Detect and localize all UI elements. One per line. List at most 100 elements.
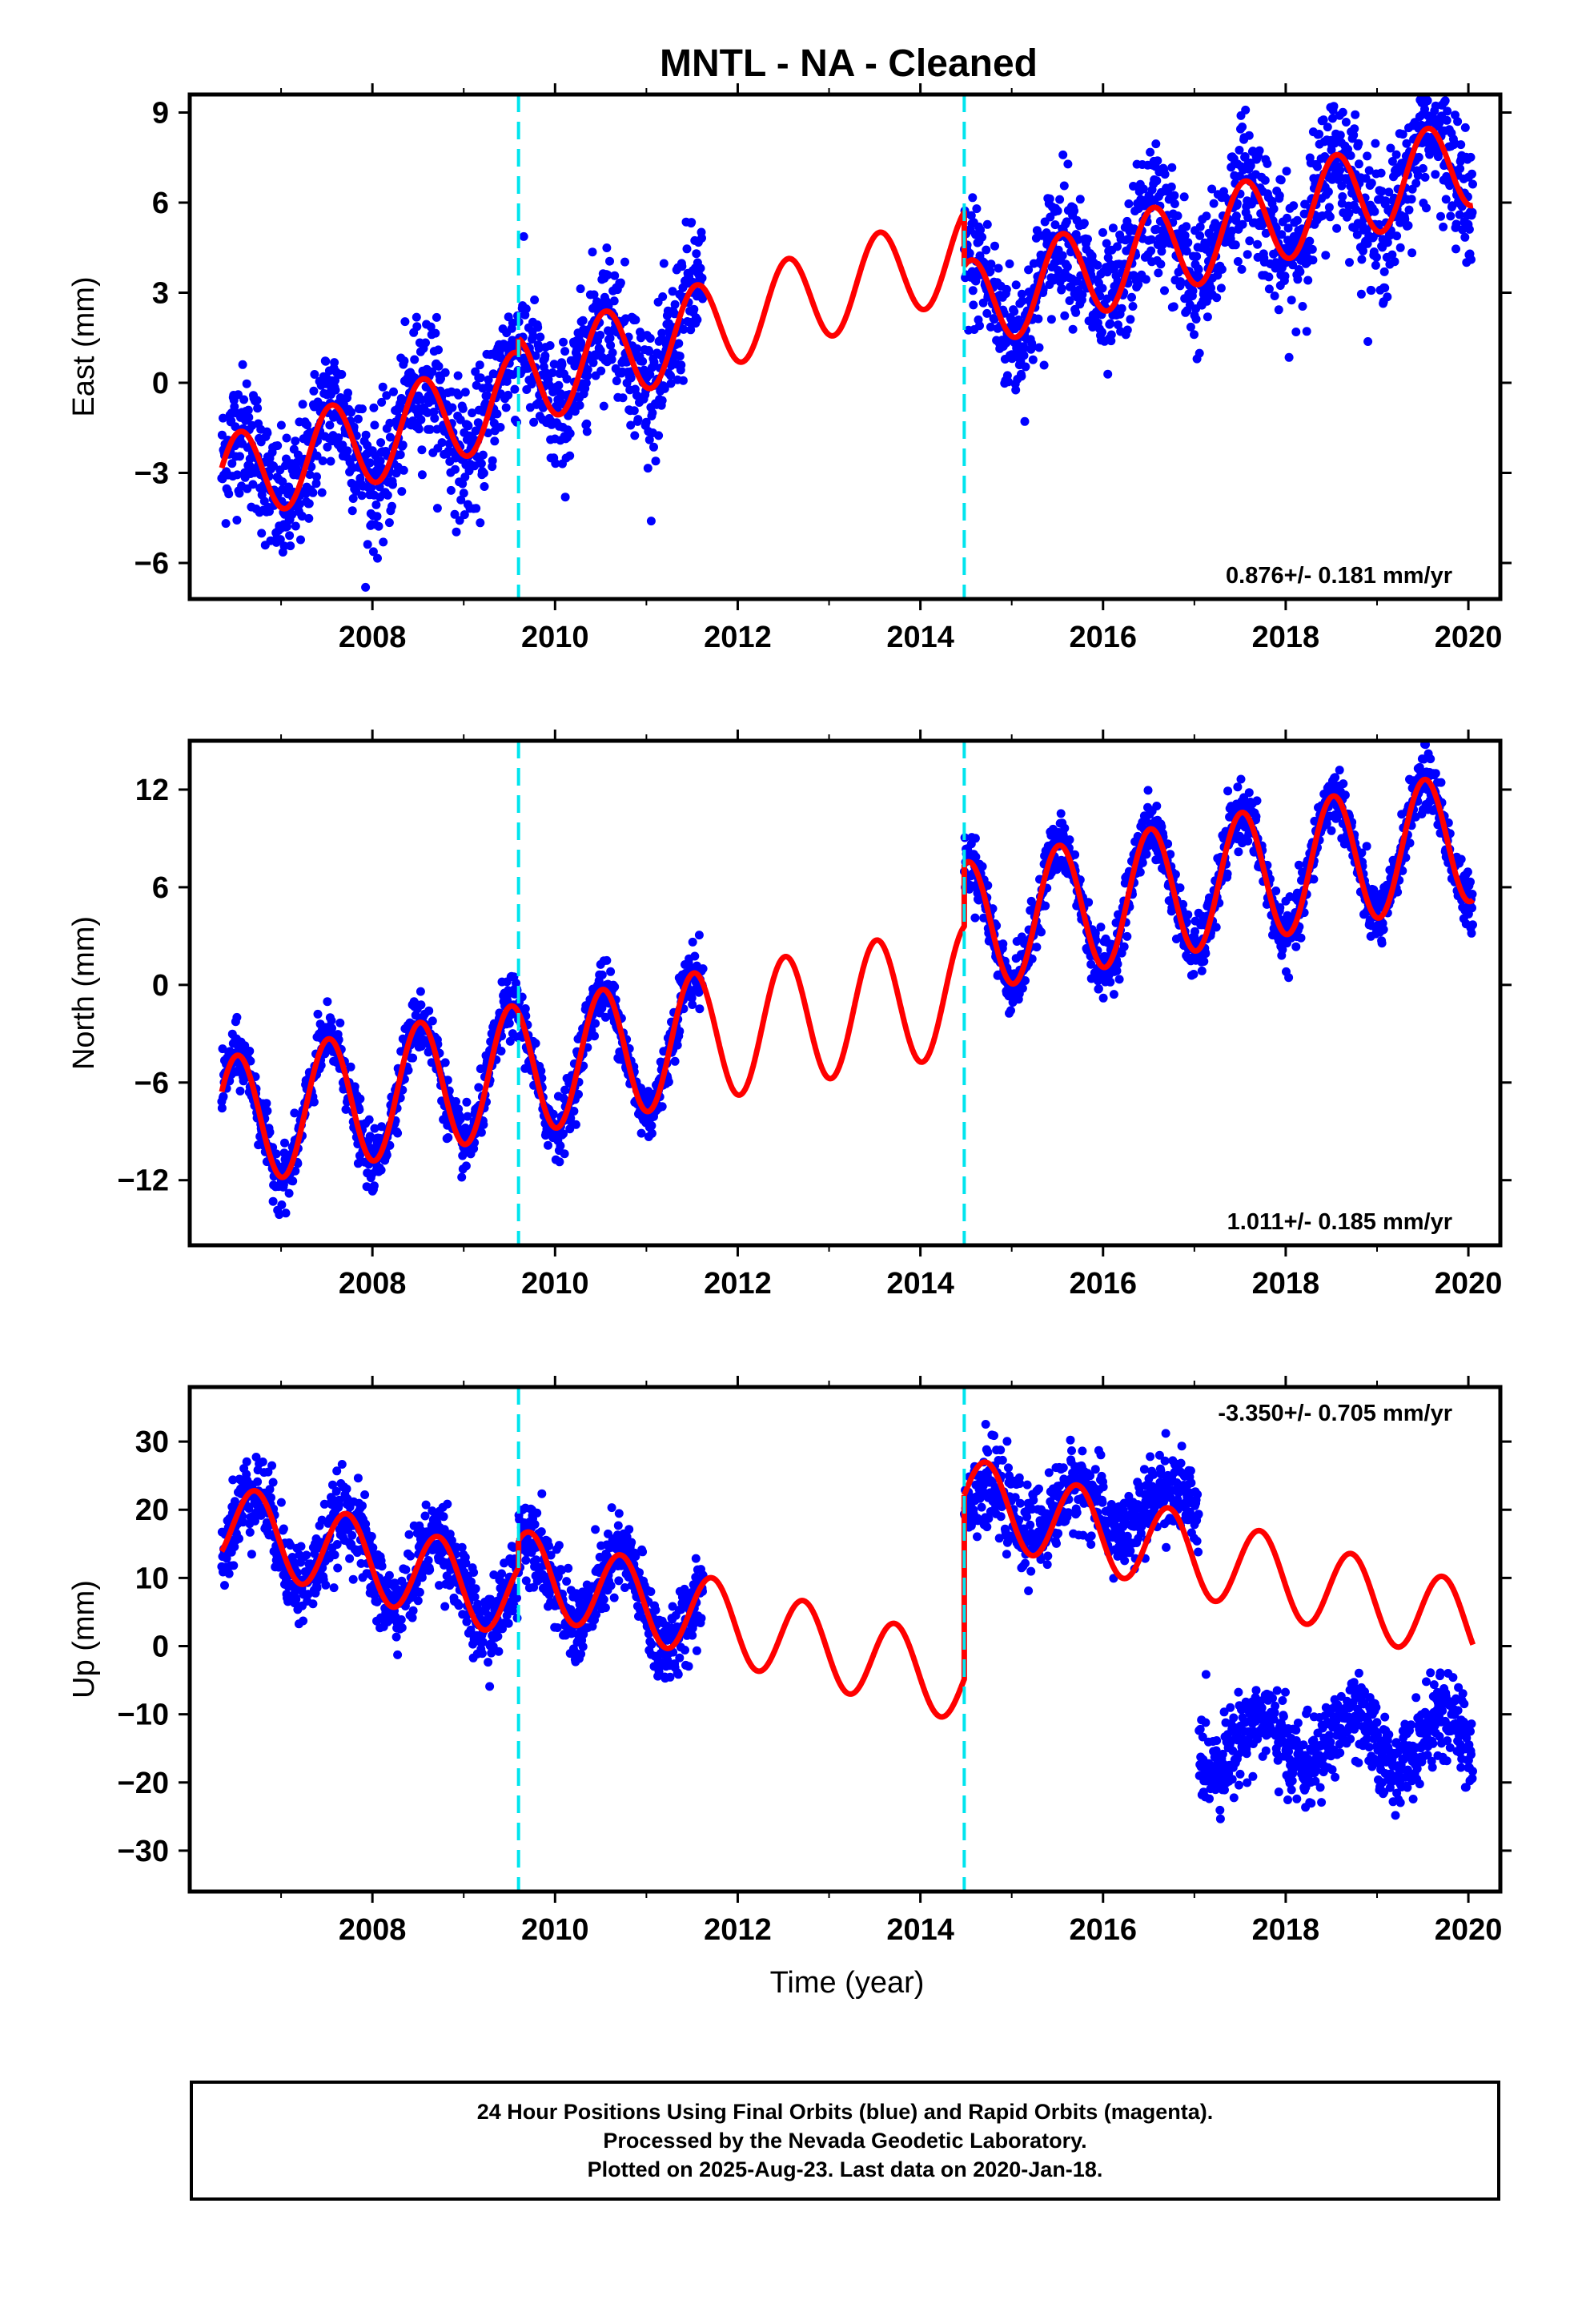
- data-point: [1115, 975, 1124, 983]
- data-point: [496, 423, 505, 432]
- x-tick-label: 2012: [704, 1267, 772, 1301]
- data-point: [1054, 207, 1062, 215]
- data-point: [1223, 786, 1232, 795]
- data-point: [239, 360, 247, 369]
- data-point: [330, 358, 339, 367]
- data-point: [998, 939, 1007, 948]
- data-point: [1345, 258, 1354, 267]
- data-point: [416, 416, 425, 424]
- data-point: [1153, 156, 1162, 165]
- data-point: [448, 404, 456, 412]
- data-point: [1058, 151, 1067, 159]
- data-point: [1037, 927, 1046, 936]
- data-point: [1010, 308, 1018, 316]
- data-point: [1377, 169, 1386, 178]
- data-point: [1237, 775, 1246, 784]
- data-point: [1430, 83, 1439, 92]
- data-point: [969, 300, 978, 309]
- data-point: [606, 967, 615, 976]
- data-point: [327, 457, 335, 466]
- data-point: [1114, 959, 1122, 968]
- data-point: [1370, 207, 1379, 216]
- data-point: [610, 983, 619, 991]
- data-point: [377, 1166, 386, 1175]
- data-point: [560, 1149, 569, 1158]
- data-point: [1063, 159, 1072, 168]
- data-point: [1436, 212, 1445, 221]
- data-point: [416, 1000, 425, 1009]
- data-point: [1127, 293, 1136, 302]
- data-point: [479, 1120, 488, 1129]
- data-point: [369, 404, 378, 412]
- data-point: [1138, 858, 1147, 867]
- data-point: [1291, 943, 1300, 951]
- data-point: [554, 381, 563, 390]
- data-point: [1192, 252, 1201, 261]
- data-point: [480, 482, 489, 491]
- data-point: [219, 1092, 228, 1101]
- data-point: [428, 1016, 437, 1025]
- data-point: [1283, 214, 1291, 223]
- data-point: [304, 514, 313, 523]
- data-point: [1331, 773, 1339, 782]
- data-point: [1129, 302, 1138, 311]
- data-point: [631, 316, 640, 324]
- data-point: [688, 1000, 697, 1009]
- data-point: [533, 323, 542, 332]
- data-point: [464, 421, 472, 430]
- data-point: [561, 493, 570, 501]
- panel-east: 2008 2010 2012 2014 2016 2018 20209630−3−6East…: [67, 43, 1512, 654]
- data-point: [1341, 790, 1350, 799]
- data-point: [649, 443, 658, 452]
- data-point: [285, 1189, 294, 1198]
- data-point: [504, 391, 512, 400]
- data-point: [1396, 243, 1405, 252]
- data-point: [610, 271, 619, 280]
- data-point: [389, 388, 398, 396]
- data-point: [505, 1019, 514, 1027]
- data-point: [375, 522, 383, 531]
- data-point: [502, 404, 511, 412]
- data-point: [1176, 883, 1185, 892]
- data-point: [559, 338, 568, 347]
- data-point: [1006, 1006, 1015, 1015]
- data-point: [243, 380, 251, 388]
- data-point: [430, 414, 439, 423]
- data-point: [1110, 990, 1118, 999]
- data-point: [476, 518, 484, 527]
- data-point: [1191, 927, 1199, 936]
- data-point: [1006, 259, 1014, 268]
- data-point: [1069, 325, 1078, 334]
- data-point: [1232, 211, 1241, 220]
- data-point: [1020, 351, 1029, 360]
- data-point: [400, 356, 408, 365]
- data-point: [323, 997, 331, 1006]
- data-point: [412, 313, 421, 322]
- data-points: [217, 1420, 1477, 1823]
- x-tick-label: 2020: [1435, 1267, 1503, 1301]
- data-point: [1154, 268, 1162, 277]
- data-point: [972, 204, 981, 213]
- data-point: [647, 1121, 656, 1130]
- data-point: [1422, 203, 1431, 212]
- x-tick-label: 2018: [1252, 621, 1320, 654]
- data-point: [1367, 286, 1375, 295]
- data-point: [630, 431, 639, 440]
- data-point: [978, 233, 986, 242]
- data-point: [673, 1041, 682, 1050]
- data-point: [560, 347, 569, 356]
- data-point: [658, 292, 667, 301]
- data-point: [335, 1019, 344, 1027]
- data-point: [245, 1047, 254, 1055]
- data-point: [1468, 208, 1477, 217]
- data-point: [602, 243, 611, 252]
- data-point: [1223, 870, 1232, 879]
- data-point: [968, 193, 977, 202]
- data-point: [522, 304, 531, 313]
- data-point: [492, 409, 501, 418]
- x-tick-label: 2012: [704, 621, 772, 654]
- data-point: [1160, 286, 1169, 295]
- data-point: [612, 376, 621, 385]
- data-point: [969, 286, 978, 295]
- y-tick-label: 0: [152, 969, 169, 1003]
